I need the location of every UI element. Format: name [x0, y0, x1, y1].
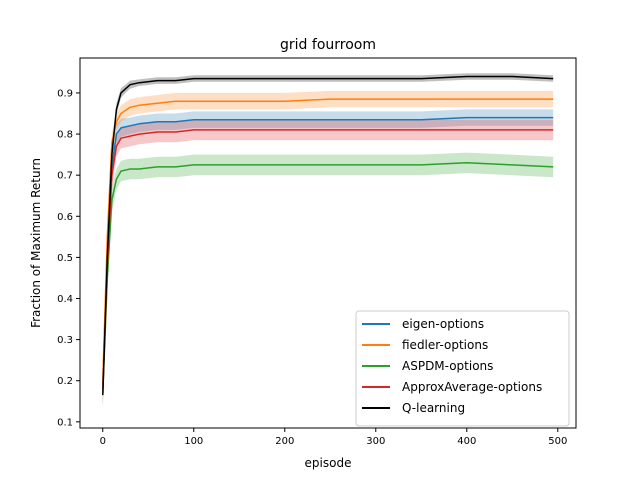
y-tick-label: 0.9 — [57, 88, 73, 99]
y-tick-label: 0.5 — [57, 253, 73, 264]
y-tick-label: 0.2 — [57, 376, 73, 387]
y-tick-label: 0.4 — [57, 294, 73, 305]
legend-label-2: ASPDM-options — [402, 359, 493, 373]
y-tick-label: 0.1 — [57, 417, 73, 428]
x-tick-label: 200 — [275, 436, 294, 447]
x-tick-label: 300 — [366, 436, 385, 447]
legend-label-3: ApproxAverage-options — [402, 380, 542, 394]
x-tick-label: 500 — [548, 436, 567, 447]
legend-label-0: eigen-options — [402, 317, 484, 331]
chart-title: grid fourroom — [280, 37, 376, 53]
x-axis-label: episode — [305, 456, 352, 470]
y-axis-label: Fraction of Maximum Return — [29, 158, 43, 328]
y-tick-label: 0.7 — [57, 171, 73, 182]
x-tick-label: 0 — [100, 436, 106, 447]
legend-label-1: fiedler-options — [402, 338, 488, 352]
legend: eigen-options fiedler-options ASPDM-option… — [356, 311, 569, 426]
x-tick-label: 400 — [457, 436, 476, 447]
y-tick-label: 0.8 — [57, 130, 73, 141]
y-tick-label: 0.3 — [57, 335, 73, 346]
x-tick-label: 100 — [184, 436, 203, 447]
legend-label-4: Q-learning — [402, 401, 465, 415]
y-tick-label: 0.6 — [57, 212, 73, 223]
